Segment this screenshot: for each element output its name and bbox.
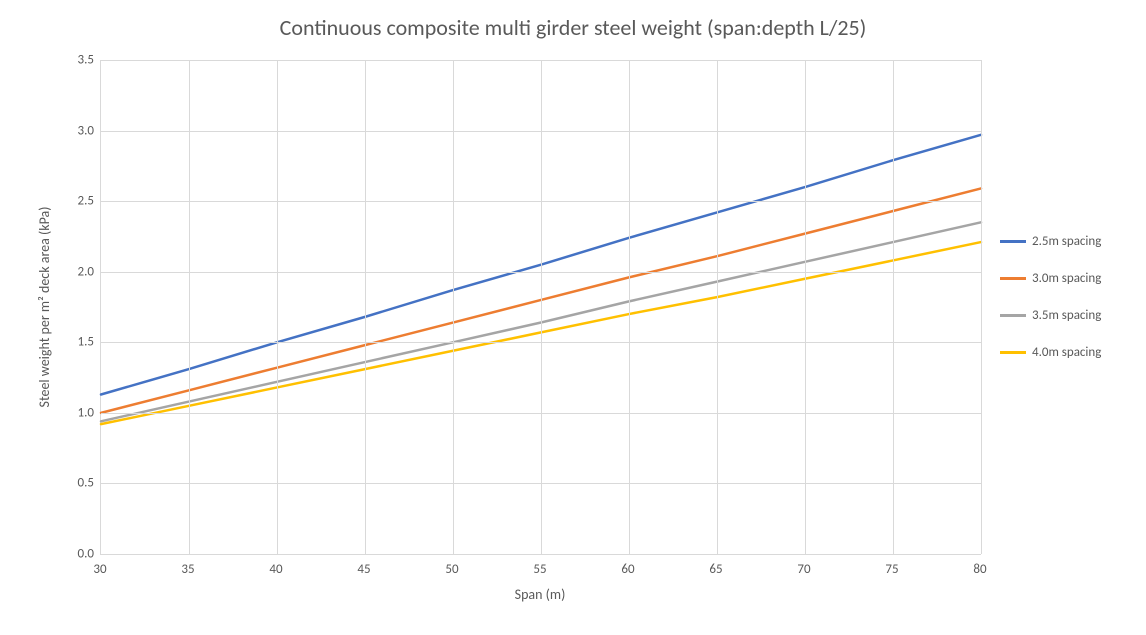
legend-label: 4.0m spacing bbox=[1032, 345, 1101, 360]
legend-item: 2.5m spacing bbox=[1000, 234, 1101, 249]
x-tick-label: 30 bbox=[93, 562, 106, 577]
y-tick-label: 0.5 bbox=[66, 476, 94, 491]
legend-label: 3.5m spacing bbox=[1032, 308, 1101, 323]
y-tick-label: 3.5 bbox=[66, 53, 94, 68]
x-tick-label: 65 bbox=[709, 562, 722, 577]
legend-swatch bbox=[1000, 351, 1026, 354]
gridline-vertical bbox=[629, 60, 630, 554]
y-tick-label: 2.0 bbox=[66, 264, 94, 279]
chart-container: Continuous composite multi girder steel … bbox=[0, 0, 1146, 635]
gridline-horizontal bbox=[101, 342, 981, 343]
gridline-vertical bbox=[805, 60, 806, 554]
x-tick-label: 75 bbox=[885, 562, 898, 577]
legend-swatch bbox=[1000, 240, 1026, 243]
x-axis-label: Span (m) bbox=[100, 586, 980, 603]
y-tick-label: 0.0 bbox=[66, 547, 94, 562]
gridline-horizontal bbox=[101, 131, 981, 132]
gridline-horizontal bbox=[101, 272, 981, 273]
legend-label: 3.0m spacing bbox=[1032, 271, 1101, 286]
legend-swatch bbox=[1000, 277, 1026, 280]
gridline-vertical bbox=[277, 60, 278, 554]
gridline-vertical bbox=[365, 60, 366, 554]
plot-area bbox=[100, 60, 981, 555]
legend-item: 3.5m spacing bbox=[1000, 308, 1101, 323]
x-tick-label: 55 bbox=[533, 562, 546, 577]
gridline-vertical bbox=[541, 60, 542, 554]
legend: 2.5m spacing 3.0m spacing 3.5m spacing 4.0m… bbox=[1000, 234, 1101, 360]
legend-swatch bbox=[1000, 314, 1026, 317]
gridline-horizontal bbox=[101, 413, 981, 414]
gridline-vertical bbox=[893, 60, 894, 554]
chart-title: Continuous composite multi girder steel … bbox=[0, 14, 1146, 41]
gridline-vertical bbox=[189, 60, 190, 554]
x-tick-label: 60 bbox=[621, 562, 634, 577]
x-tick-label: 35 bbox=[181, 562, 194, 577]
y-tick-label: 3.0 bbox=[66, 123, 94, 138]
x-tick-label: 40 bbox=[269, 562, 282, 577]
gridline-vertical bbox=[981, 60, 982, 554]
x-tick-label: 70 bbox=[797, 562, 810, 577]
y-tick-label: 1.0 bbox=[66, 405, 94, 420]
gridline-horizontal bbox=[101, 483, 981, 484]
x-tick-label: 80 bbox=[973, 562, 986, 577]
legend-item: 3.0m spacing bbox=[1000, 271, 1101, 286]
gridline-vertical bbox=[717, 60, 718, 554]
y-tick-label: 1.5 bbox=[66, 335, 94, 350]
x-tick-label: 45 bbox=[357, 562, 370, 577]
legend-label: 2.5m spacing bbox=[1032, 234, 1101, 249]
y-axis-label: Steel weight per m² deck area (kPa) bbox=[36, 187, 53, 427]
legend-item: 4.0m spacing bbox=[1000, 345, 1101, 360]
x-tick-label: 50 bbox=[445, 562, 458, 577]
gridline-horizontal bbox=[101, 60, 981, 61]
gridline-horizontal bbox=[101, 201, 981, 202]
y-tick-label: 2.5 bbox=[66, 194, 94, 209]
gridline-vertical bbox=[453, 60, 454, 554]
